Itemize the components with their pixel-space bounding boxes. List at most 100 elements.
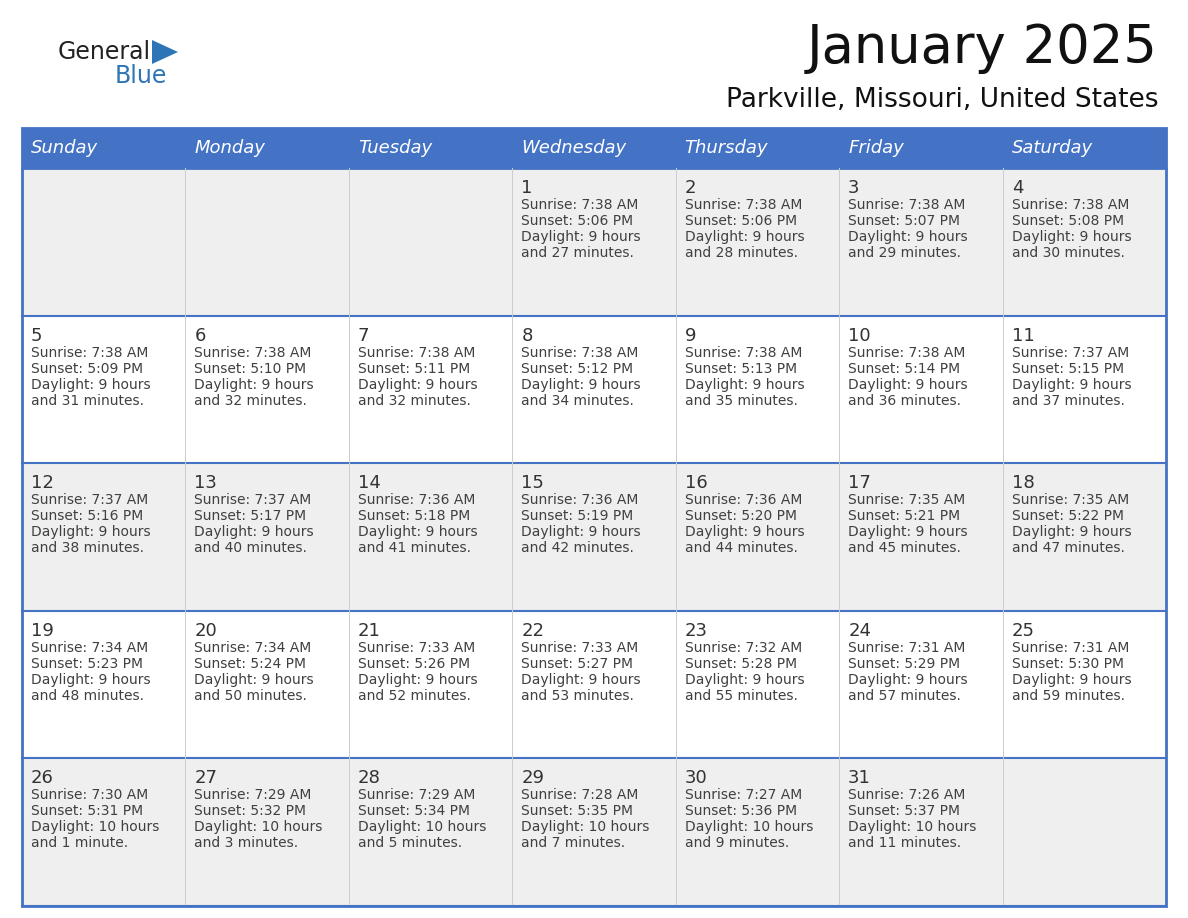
- Text: Sunset: 5:26 PM: Sunset: 5:26 PM: [358, 656, 470, 671]
- Text: Saturday: Saturday: [1011, 139, 1093, 157]
- Text: General: General: [58, 40, 151, 64]
- Text: and 59 minutes.: and 59 minutes.: [1011, 688, 1125, 703]
- Text: Tuesday: Tuesday: [358, 139, 432, 157]
- Text: Sunrise: 7:38 AM: Sunrise: 7:38 AM: [522, 345, 639, 360]
- Text: Blue: Blue: [115, 64, 168, 88]
- Text: and 31 minutes.: and 31 minutes.: [31, 394, 144, 408]
- Text: and 42 minutes.: and 42 minutes.: [522, 542, 634, 555]
- Text: Daylight: 9 hours: Daylight: 9 hours: [195, 673, 314, 687]
- Text: and 44 minutes.: and 44 minutes.: [684, 542, 797, 555]
- Text: Sunset: 5:16 PM: Sunset: 5:16 PM: [31, 509, 144, 523]
- Text: and 32 minutes.: and 32 minutes.: [195, 394, 308, 408]
- Text: 26: 26: [31, 769, 53, 788]
- Text: Sunset: 5:15 PM: Sunset: 5:15 PM: [1011, 362, 1124, 375]
- Text: Daylight: 10 hours: Daylight: 10 hours: [684, 821, 813, 834]
- Text: 1: 1: [522, 179, 532, 197]
- Text: Daylight: 9 hours: Daylight: 9 hours: [848, 230, 968, 244]
- Text: 7: 7: [358, 327, 369, 344]
- Text: Sunrise: 7:33 AM: Sunrise: 7:33 AM: [522, 641, 638, 655]
- Text: Sunrise: 7:38 AM: Sunrise: 7:38 AM: [195, 345, 311, 360]
- Bar: [23, 168, 1165, 316]
- Text: 25: 25: [1011, 621, 1035, 640]
- Text: 5: 5: [31, 327, 43, 344]
- Text: 23: 23: [684, 621, 708, 640]
- Bar: [512, 128, 676, 168]
- Bar: [23, 128, 185, 168]
- Text: Daylight: 9 hours: Daylight: 9 hours: [31, 673, 151, 687]
- Text: 31: 31: [848, 769, 871, 788]
- Text: 19: 19: [31, 621, 53, 640]
- Polygon shape: [152, 40, 178, 64]
- Text: and 52 minutes.: and 52 minutes.: [358, 688, 470, 703]
- Text: Sunset: 5:32 PM: Sunset: 5:32 PM: [195, 804, 307, 819]
- Text: Daylight: 9 hours: Daylight: 9 hours: [848, 377, 968, 392]
- Text: and 28 minutes.: and 28 minutes.: [684, 246, 797, 260]
- Text: Sunset: 5:27 PM: Sunset: 5:27 PM: [522, 656, 633, 671]
- Text: Daylight: 10 hours: Daylight: 10 hours: [848, 821, 977, 834]
- Text: Sunset: 5:07 PM: Sunset: 5:07 PM: [848, 214, 960, 228]
- Text: Sunset: 5:20 PM: Sunset: 5:20 PM: [684, 509, 797, 523]
- Text: and 36 minutes.: and 36 minutes.: [848, 394, 961, 408]
- Text: Sunrise: 7:32 AM: Sunrise: 7:32 AM: [684, 641, 802, 655]
- Text: and 7 minutes.: and 7 minutes.: [522, 836, 625, 850]
- Text: Sunrise: 7:29 AM: Sunrise: 7:29 AM: [195, 789, 311, 802]
- Text: Sunset: 5:09 PM: Sunset: 5:09 PM: [31, 362, 143, 375]
- Text: 4: 4: [1011, 179, 1023, 197]
- Text: Daylight: 9 hours: Daylight: 9 hours: [358, 377, 478, 392]
- Text: and 45 minutes.: and 45 minutes.: [848, 542, 961, 555]
- Text: Daylight: 9 hours: Daylight: 9 hours: [31, 525, 151, 539]
- Text: Sunrise: 7:26 AM: Sunrise: 7:26 AM: [848, 789, 966, 802]
- Text: Sunrise: 7:27 AM: Sunrise: 7:27 AM: [684, 789, 802, 802]
- Text: Daylight: 9 hours: Daylight: 9 hours: [848, 525, 968, 539]
- Text: Daylight: 9 hours: Daylight: 9 hours: [358, 525, 478, 539]
- Text: 10: 10: [848, 327, 871, 344]
- Text: Sunrise: 7:36 AM: Sunrise: 7:36 AM: [522, 493, 639, 508]
- Text: and 5 minutes.: and 5 minutes.: [358, 836, 462, 850]
- Text: January 2025: January 2025: [807, 22, 1158, 74]
- Text: Daylight: 9 hours: Daylight: 9 hours: [684, 377, 804, 392]
- Text: 8: 8: [522, 327, 532, 344]
- Text: Daylight: 10 hours: Daylight: 10 hours: [358, 821, 486, 834]
- Text: Daylight: 9 hours: Daylight: 9 hours: [195, 525, 314, 539]
- Bar: [185, 128, 349, 168]
- Text: Sunset: 5:31 PM: Sunset: 5:31 PM: [31, 804, 143, 819]
- Text: Daylight: 9 hours: Daylight: 9 hours: [358, 673, 478, 687]
- Text: Sunset: 5:28 PM: Sunset: 5:28 PM: [684, 656, 797, 671]
- Text: Sunset: 5:23 PM: Sunset: 5:23 PM: [31, 656, 143, 671]
- Text: Parkville, Missouri, United States: Parkville, Missouri, United States: [726, 87, 1158, 113]
- Text: 16: 16: [684, 475, 708, 492]
- Text: Sunset: 5:06 PM: Sunset: 5:06 PM: [522, 214, 633, 228]
- Text: Friday: Friday: [848, 139, 904, 157]
- Text: Daylight: 9 hours: Daylight: 9 hours: [522, 525, 640, 539]
- Text: 3: 3: [848, 179, 860, 197]
- Text: and 47 minutes.: and 47 minutes.: [1011, 542, 1125, 555]
- Text: and 32 minutes.: and 32 minutes.: [358, 394, 470, 408]
- Text: 13: 13: [195, 475, 217, 492]
- Text: and 48 minutes.: and 48 minutes.: [31, 688, 144, 703]
- Text: Daylight: 9 hours: Daylight: 9 hours: [684, 230, 804, 244]
- Text: Daylight: 9 hours: Daylight: 9 hours: [1011, 673, 1131, 687]
- Text: Sunrise: 7:37 AM: Sunrise: 7:37 AM: [31, 493, 148, 508]
- Bar: [676, 128, 839, 168]
- Text: Sunrise: 7:37 AM: Sunrise: 7:37 AM: [1011, 345, 1129, 360]
- Text: Sunrise: 7:28 AM: Sunrise: 7:28 AM: [522, 789, 639, 802]
- Text: 12: 12: [31, 475, 53, 492]
- Text: Daylight: 9 hours: Daylight: 9 hours: [522, 230, 640, 244]
- Text: 17: 17: [848, 475, 871, 492]
- Text: Sunrise: 7:38 AM: Sunrise: 7:38 AM: [684, 198, 802, 212]
- Text: 11: 11: [1011, 327, 1035, 344]
- Text: Daylight: 10 hours: Daylight: 10 hours: [522, 821, 650, 834]
- Text: Sunset: 5:36 PM: Sunset: 5:36 PM: [684, 804, 797, 819]
- Text: Sunset: 5:21 PM: Sunset: 5:21 PM: [848, 509, 960, 523]
- Text: and 34 minutes.: and 34 minutes.: [522, 394, 634, 408]
- Text: Sunrise: 7:30 AM: Sunrise: 7:30 AM: [31, 789, 148, 802]
- Text: Thursday: Thursday: [684, 139, 769, 157]
- Text: and 40 minutes.: and 40 minutes.: [195, 542, 308, 555]
- Text: 21: 21: [358, 621, 380, 640]
- Text: and 29 minutes.: and 29 minutes.: [848, 246, 961, 260]
- Text: Sunset: 5:12 PM: Sunset: 5:12 PM: [522, 362, 633, 375]
- Text: Sunrise: 7:38 AM: Sunrise: 7:38 AM: [31, 345, 148, 360]
- Text: Sunrise: 7:34 AM: Sunrise: 7:34 AM: [195, 641, 311, 655]
- Text: Sunset: 5:37 PM: Sunset: 5:37 PM: [848, 804, 960, 819]
- Text: Sunrise: 7:29 AM: Sunrise: 7:29 AM: [358, 789, 475, 802]
